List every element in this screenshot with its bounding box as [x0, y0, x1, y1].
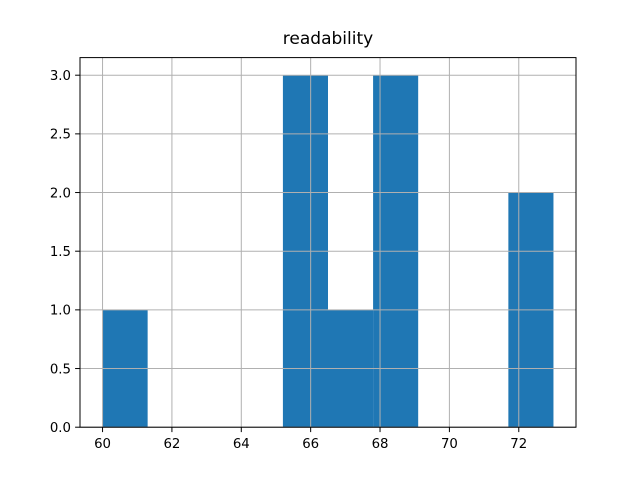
y-tick-label: 3.0 [50, 69, 71, 84]
axes-spines [79, 57, 577, 428]
x-tick-label: 72 [510, 437, 527, 452]
y-tick-label: 1.0 [50, 304, 71, 319]
y-tick-label: 0.5 [50, 362, 71, 377]
y-tick-label: 2.0 [50, 186, 71, 201]
x-tick-label: 60 [94, 437, 111, 452]
y-tick-label: 1.5 [50, 245, 71, 260]
y-tick-label: 0.0 [50, 421, 71, 436]
x-tick-label: 66 [302, 437, 319, 452]
x-tick-label: 64 [233, 437, 250, 452]
y-tick-label: 2.5 [50, 128, 71, 143]
x-tick-label: 70 [441, 437, 458, 452]
chart-title: readability [282, 29, 374, 49]
x-tick-label: 62 [163, 437, 180, 452]
x-tick-label: 68 [372, 437, 389, 452]
